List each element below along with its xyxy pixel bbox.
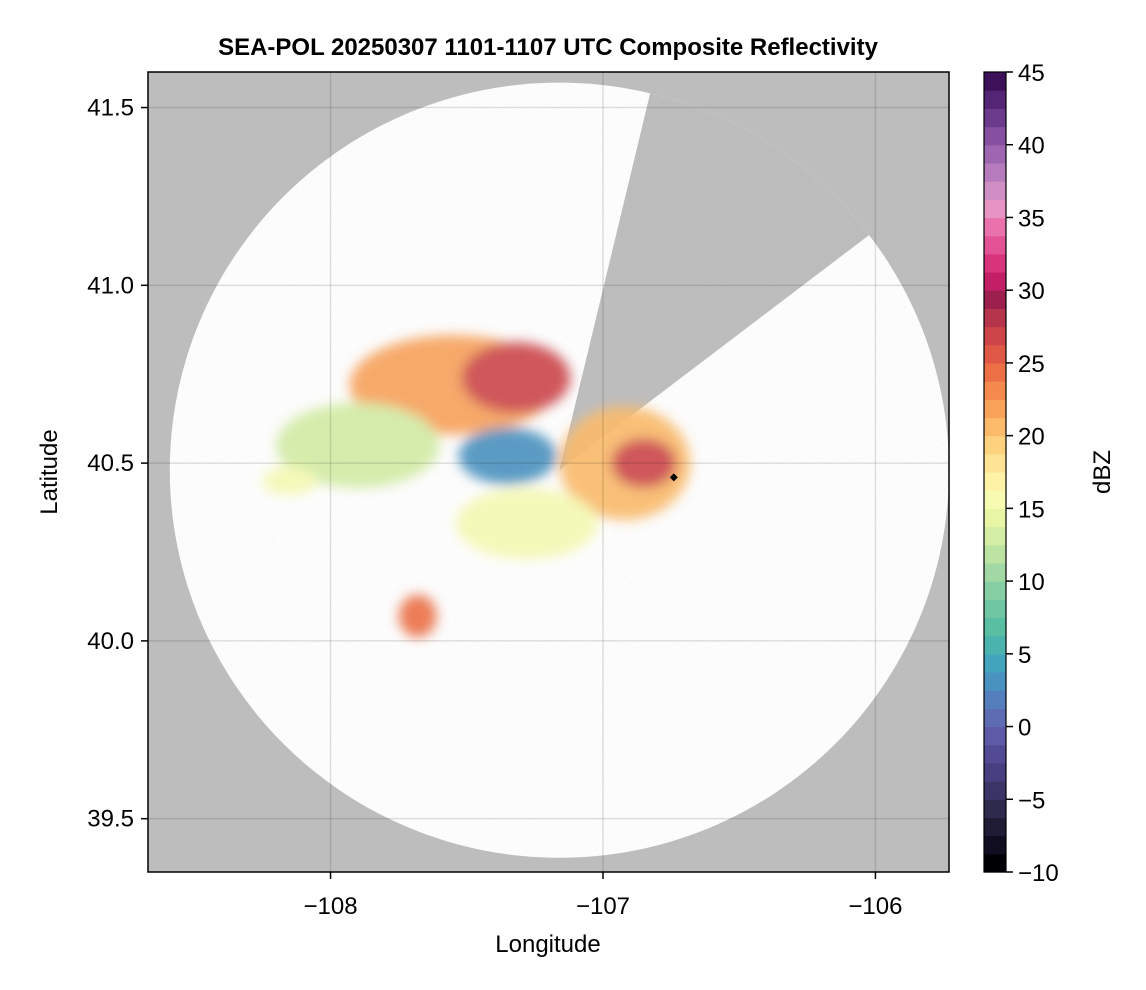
colorbar-swatch-35 bbox=[984, 235, 1006, 255]
colorbar-swatch-31 bbox=[984, 308, 1006, 328]
colorbar-tick-label-4: 5 bbox=[1018, 642, 1031, 669]
colorbar-swatch-15 bbox=[984, 599, 1006, 619]
y-tick-label-4: 41.0 bbox=[87, 272, 134, 299]
chart-title: SEA-POL 20250307 1101-1107 UTC Composite… bbox=[218, 34, 879, 61]
colorbar-swatch-1 bbox=[984, 853, 1006, 873]
echo-texture bbox=[169, 82, 949, 858]
colorbar-swatch-18 bbox=[984, 544, 1006, 564]
colorbar-swatch-36 bbox=[984, 217, 1006, 237]
colorbar-tick-label-1: −10 bbox=[1018, 860, 1059, 887]
colorbar-swatch-8 bbox=[984, 726, 1006, 746]
colorbar-swatch-3 bbox=[984, 817, 1006, 837]
colorbar-label: dBZ bbox=[1089, 450, 1116, 494]
colorbar-swatch-24 bbox=[984, 435, 1006, 455]
colorbar-swatch-37 bbox=[984, 199, 1006, 219]
site-marker-layer bbox=[669, 473, 678, 482]
colorbar: −10 −5 0 5 10 15 20 25 30 35 40 45 bbox=[983, 60, 1059, 887]
plot-frame bbox=[147, 71, 950, 873]
x-tick-label-3: −106 bbox=[848, 893, 902, 920]
y-tick-label-5: 41.5 bbox=[87, 95, 134, 122]
colorbar-swatch-27 bbox=[984, 381, 1006, 400]
grid-lines bbox=[148, 72, 949, 872]
y-axis-ticks: 39.5 40.0 40.5 41.0 41.5 bbox=[87, 95, 148, 833]
colorbar-tick-label-9: 30 bbox=[1018, 278, 1045, 305]
colorbar-swatch-26 bbox=[984, 399, 1006, 419]
colorbar-swatch-25 bbox=[984, 417, 1006, 437]
colorbar-tick-label-2: −5 bbox=[1018, 787, 1045, 814]
colorbar-swatch-41 bbox=[984, 126, 1006, 146]
colorbar-swatch-29 bbox=[984, 344, 1006, 364]
colorbar-swatch-2 bbox=[984, 835, 1006, 855]
colorbar-swatch-43 bbox=[984, 90, 1006, 109]
colorbar-swatch-38 bbox=[984, 181, 1006, 200]
colorbar-swatch-17 bbox=[984, 562, 1006, 582]
colorbar-tick-label-5: 10 bbox=[1018, 569, 1045, 596]
colorbar-swatch-4 bbox=[984, 799, 1006, 819]
colorbar-swatch-40 bbox=[984, 144, 1006, 164]
colorbar-swatch-13 bbox=[984, 635, 1006, 655]
colorbar-swatch-19 bbox=[984, 526, 1006, 546]
y-tick-label-1: 39.5 bbox=[87, 806, 134, 833]
colorbar-tick-label-10: 35 bbox=[1018, 205, 1045, 232]
colorbar-swatch-42 bbox=[984, 108, 1006, 128]
colorbar-swatch-23 bbox=[984, 453, 1006, 473]
x-axis-label: Longitude bbox=[495, 931, 600, 958]
colorbar-swatch-28 bbox=[984, 362, 1006, 382]
plot-area bbox=[148, 72, 949, 872]
colorbar-swatch-20 bbox=[984, 508, 1006, 528]
colorbar-tick-label-12: 45 bbox=[1018, 60, 1045, 87]
y-tick-label-3: 40.5 bbox=[87, 450, 134, 477]
colorbar-swatch-11 bbox=[984, 672, 1006, 691]
colorbar-swatch-5 bbox=[984, 781, 1006, 800]
colorbar-swatch-32 bbox=[984, 290, 1006, 309]
colorbar-swatch-12 bbox=[984, 653, 1006, 673]
colorbar-tick-label-11: 40 bbox=[1018, 133, 1045, 160]
colorbar-swatch-14 bbox=[984, 617, 1006, 637]
x-tick-label-2: −107 bbox=[576, 893, 630, 920]
site-marker bbox=[669, 473, 678, 482]
y-axis-label: Latitude bbox=[36, 429, 63, 514]
colorbar-swatch-34 bbox=[984, 253, 1006, 273]
colorbar-swatch-10 bbox=[984, 690, 1006, 709]
x-tick-label-1: −108 bbox=[304, 893, 358, 920]
reflectivity-echoes bbox=[169, 82, 949, 858]
colorbar-frame bbox=[983, 71, 1007, 873]
colorbar-swatch-21 bbox=[984, 490, 1006, 509]
colorbar-swatch-9 bbox=[984, 708, 1006, 728]
colorbar-swatch-16 bbox=[984, 581, 1006, 600]
colorbar-swatch-44 bbox=[984, 72, 1006, 91]
colorbar-tick-label-3: 0 bbox=[1018, 715, 1031, 742]
colorbar-swatch-33 bbox=[984, 272, 1006, 291]
colorbar-swatch-39 bbox=[984, 162, 1006, 182]
colorbar-swatch-7 bbox=[984, 744, 1006, 764]
x-axis-ticks: −108 −107 −106 bbox=[304, 872, 902, 920]
colorbar-tick-label-8: 25 bbox=[1018, 351, 1045, 378]
colorbar-swatch-6 bbox=[984, 762, 1006, 782]
y-tick-label-2: 40.0 bbox=[87, 628, 134, 655]
colorbar-swatch-22 bbox=[984, 472, 1006, 491]
colorbar-tick-label-6: 15 bbox=[1018, 496, 1045, 523]
colorbar-tick-label-7: 20 bbox=[1018, 424, 1045, 451]
colorbar-swatch-30 bbox=[984, 326, 1006, 346]
